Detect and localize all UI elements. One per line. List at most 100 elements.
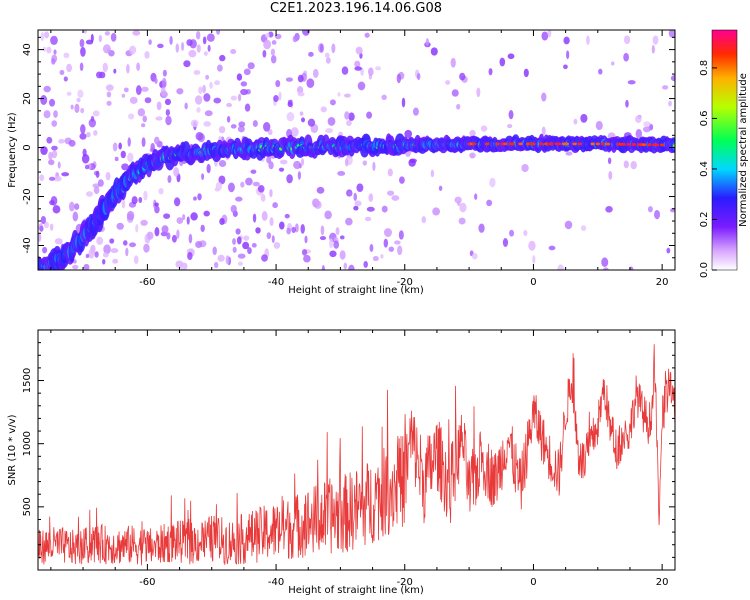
spectrogram-noise-blob	[175, 43, 180, 53]
spectrogram-noise-blob	[46, 46, 52, 54]
spectrogram-noise-blob	[408, 158, 416, 167]
spectrogram-noise-blob	[136, 62, 140, 71]
spectrogram-noise-blob	[38, 233, 42, 242]
spectrogram-noise-blob	[237, 125, 245, 133]
spectrogram-noise-blob	[541, 31, 549, 41]
spectrogram-noise-blob	[509, 229, 515, 237]
spectrogram-noise-blob	[80, 46, 86, 57]
spectrogram-noise-blob	[343, 93, 351, 98]
spectrogram-ridge-peak	[590, 142, 595, 146]
spectrogram-ridge-peak	[564, 142, 570, 146]
spectrogram-noise-blob	[232, 246, 237, 253]
spectrogram-noise-blob	[595, 120, 603, 131]
spectrogram-noise-blob	[247, 247, 252, 255]
spectrogram-noise-blob	[557, 264, 565, 270]
spectrogram-noise-blob	[541, 92, 547, 102]
spectrogram-noise-blob	[325, 57, 331, 64]
spectrogram-noise-blob	[327, 117, 336, 126]
spectrogram-noise-blob	[273, 95, 279, 103]
spectrogram-noise-blob	[243, 235, 250, 241]
spectrogram-noise-blob	[52, 205, 61, 214]
spectrogram-noise-blob	[175, 260, 184, 268]
spectrogram-noise-blob	[213, 97, 222, 104]
spectrogram-noise-blob	[339, 250, 346, 260]
snr-frame	[37, 329, 676, 571]
spectrogram-y-tick-label: -40	[22, 237, 33, 253]
spectrogram-noise-blob	[53, 110, 58, 118]
spectrogram-noise-blob	[230, 95, 238, 101]
spectrogram-noise-blob	[372, 161, 376, 171]
spectrogram-noise-blob	[372, 256, 379, 262]
spectrogram-noise-blob	[458, 217, 466, 225]
spectrogram-noise-blob	[206, 33, 215, 42]
spectrogram-noise-blob	[39, 174, 45, 182]
spectrogram-noise-blob	[92, 110, 100, 117]
spectrogram-noise-blob	[303, 254, 311, 263]
spectrogram-noise-blob	[127, 137, 131, 147]
colorbar-tick-label: 0.2	[699, 212, 710, 228]
spectrogram-ridge-peak	[595, 142, 600, 146]
spectrogram-noise-blob	[325, 128, 333, 134]
spectrogram-noise-blob	[459, 202, 467, 213]
spectrogram-noise-blob	[432, 207, 441, 216]
spectrogram-noise-blob	[286, 111, 295, 122]
spectrogram-ridge-peak	[626, 142, 631, 146]
spectrogram-noise-blob	[271, 40, 277, 45]
spectrogram-noise-blob	[430, 47, 438, 56]
spectrogram-noise-blob	[219, 54, 226, 62]
spectrogram-noise-blob	[296, 86, 304, 94]
spectrogram-noise-blob	[366, 206, 375, 212]
spectrogram-noise-blob	[39, 225, 44, 232]
spectrogram-noise-blob	[103, 244, 111, 255]
spectrogram-y-label: Frequency (Hz)	[7, 112, 18, 188]
spectrogram-noise-blob	[300, 223, 305, 234]
spectrogram-noise-blob	[98, 34, 103, 43]
spectrogram-noise-blob	[627, 80, 636, 85]
spectrogram-noise-blob	[319, 236, 327, 241]
spectrogram-noise-blob	[244, 103, 251, 112]
spectrogram-noise-blob	[106, 100, 112, 106]
spectrogram-noise-blob	[102, 62, 108, 73]
spectrogram-noise-blob	[144, 97, 152, 104]
spectrogram-noise-blob	[337, 92, 341, 97]
spectrogram-noise-blob	[266, 156, 272, 164]
spectrogram-ridge-peak	[484, 142, 490, 146]
spectrogram-noise-blob	[66, 91, 72, 96]
spectrogram-noise-blob	[76, 97, 81, 103]
spectrogram-noise-blob	[193, 196, 197, 201]
spectrogram-noise-blob	[40, 215, 46, 225]
spectrogram-noise-blob	[207, 44, 211, 52]
spectrogram-noise-blob	[438, 185, 443, 191]
spectrogram-noise-blob	[255, 227, 261, 234]
spectrogram-noise-blob	[144, 234, 149, 243]
spectrogram-noise-blob	[156, 101, 162, 111]
spectrogram-noise-blob	[297, 91, 305, 97]
spectrogram-noise-blob	[480, 125, 488, 132]
spectrogram-noise-blob	[40, 146, 48, 155]
spectrogram-noise-blob	[250, 169, 257, 174]
spectrogram-noise-blob	[499, 57, 506, 67]
spectrogram-ridge-peak	[605, 142, 611, 146]
spectrogram-noise-blob	[42, 46, 46, 52]
spectrogram-noise-blob	[272, 202, 278, 209]
spectrogram-noise-blob	[269, 217, 274, 227]
spectrogram-noise-blob	[523, 229, 528, 237]
spectrogram-noise-blob	[106, 91, 112, 98]
spectrogram-noise-blob	[195, 31, 201, 40]
spectrogram-noise-blob	[319, 43, 324, 53]
spectrogram-noise-blob	[209, 81, 213, 89]
spectrogram-noise-blob	[265, 32, 270, 39]
spectrogram-noise-blob	[654, 209, 661, 220]
spectrogram-noise-blob	[196, 44, 201, 53]
spectrogram-noise-blob	[102, 44, 111, 54]
spectrogram-noise-blob	[72, 264, 79, 270]
spectrogram-noise-blob	[96, 236, 104, 245]
spectrogram-noise-blob	[260, 193, 266, 202]
spectrogram-noise-blob	[354, 66, 362, 71]
spectrogram-noise-blob	[167, 175, 172, 184]
spectrogram-noise-blob	[451, 89, 459, 97]
spectrogram-noise-blob	[353, 205, 359, 211]
snr-x-tick-label: -60	[139, 577, 155, 588]
spectrogram-noise-blob	[398, 230, 404, 240]
spectrogram-noise-blob	[57, 161, 61, 169]
